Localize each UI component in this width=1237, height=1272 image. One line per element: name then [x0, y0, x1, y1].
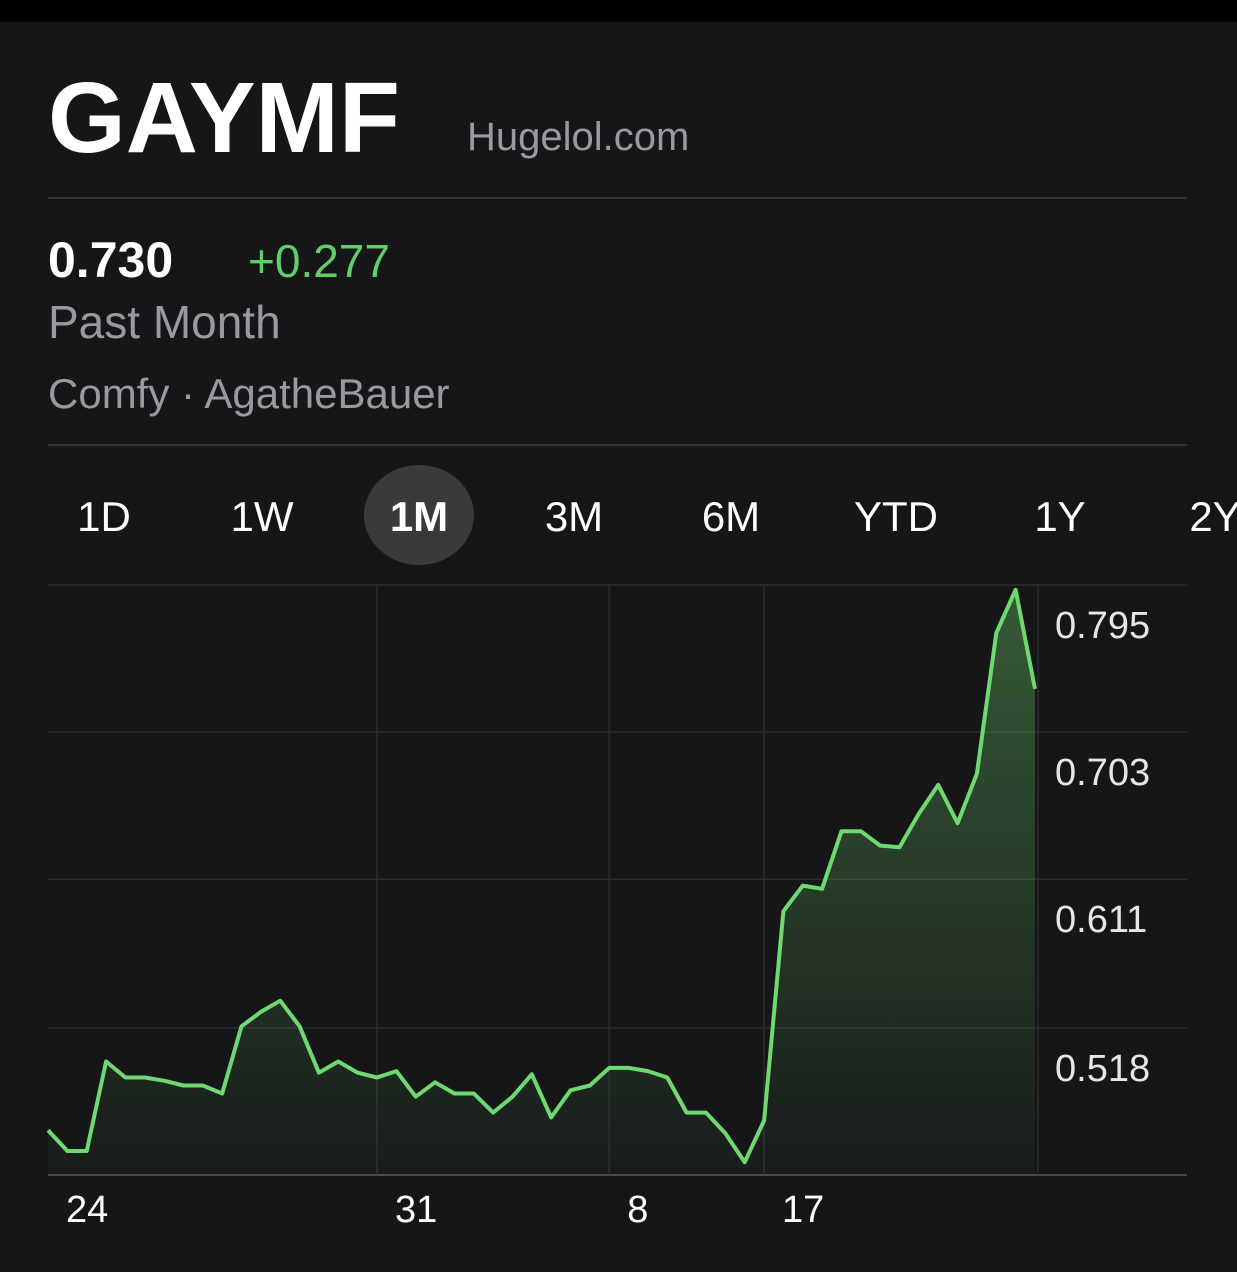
range-tab[interactable]: 1Y	[1034, 493, 1085, 540]
range-tab[interactable]: 2Y	[1189, 493, 1237, 540]
x-tick-label: 24	[66, 1189, 108, 1231]
tab-selected-bg	[364, 465, 474, 565]
x-tick-label: 17	[782, 1189, 824, 1231]
range-tab[interactable]: 1W	[231, 493, 294, 540]
y-tick-label: 0.703	[1055, 752, 1150, 794]
price: 0.730	[48, 232, 173, 288]
range-tab[interactable]: YTD	[854, 493, 938, 540]
x-tick-label: 31	[395, 1189, 437, 1231]
range-tab[interactable]: 3M	[545, 493, 603, 540]
range-tab[interactable]: 1M	[390, 493, 448, 540]
source: Comfy · AgatheBauer	[48, 370, 450, 417]
y-tick-label: 0.611	[1055, 899, 1147, 941]
period: Past Month	[48, 296, 281, 348]
watermark: Hugelol.com	[467, 115, 689, 159]
status-bar	[0, 0, 1237, 22]
ticker: GAYMF	[48, 62, 400, 174]
range-tab[interactable]: 1D	[77, 493, 131, 540]
price-line	[46, 587, 1037, 1165]
x-tick-label: 8	[627, 1189, 648, 1231]
area	[48, 589, 1035, 1175]
y-tick-label: 0.518	[1055, 1048, 1150, 1090]
change: +0.277	[248, 235, 390, 287]
y-tick-label: 0.795	[1055, 605, 1150, 647]
range-tab[interactable]: 6M	[702, 493, 760, 540]
